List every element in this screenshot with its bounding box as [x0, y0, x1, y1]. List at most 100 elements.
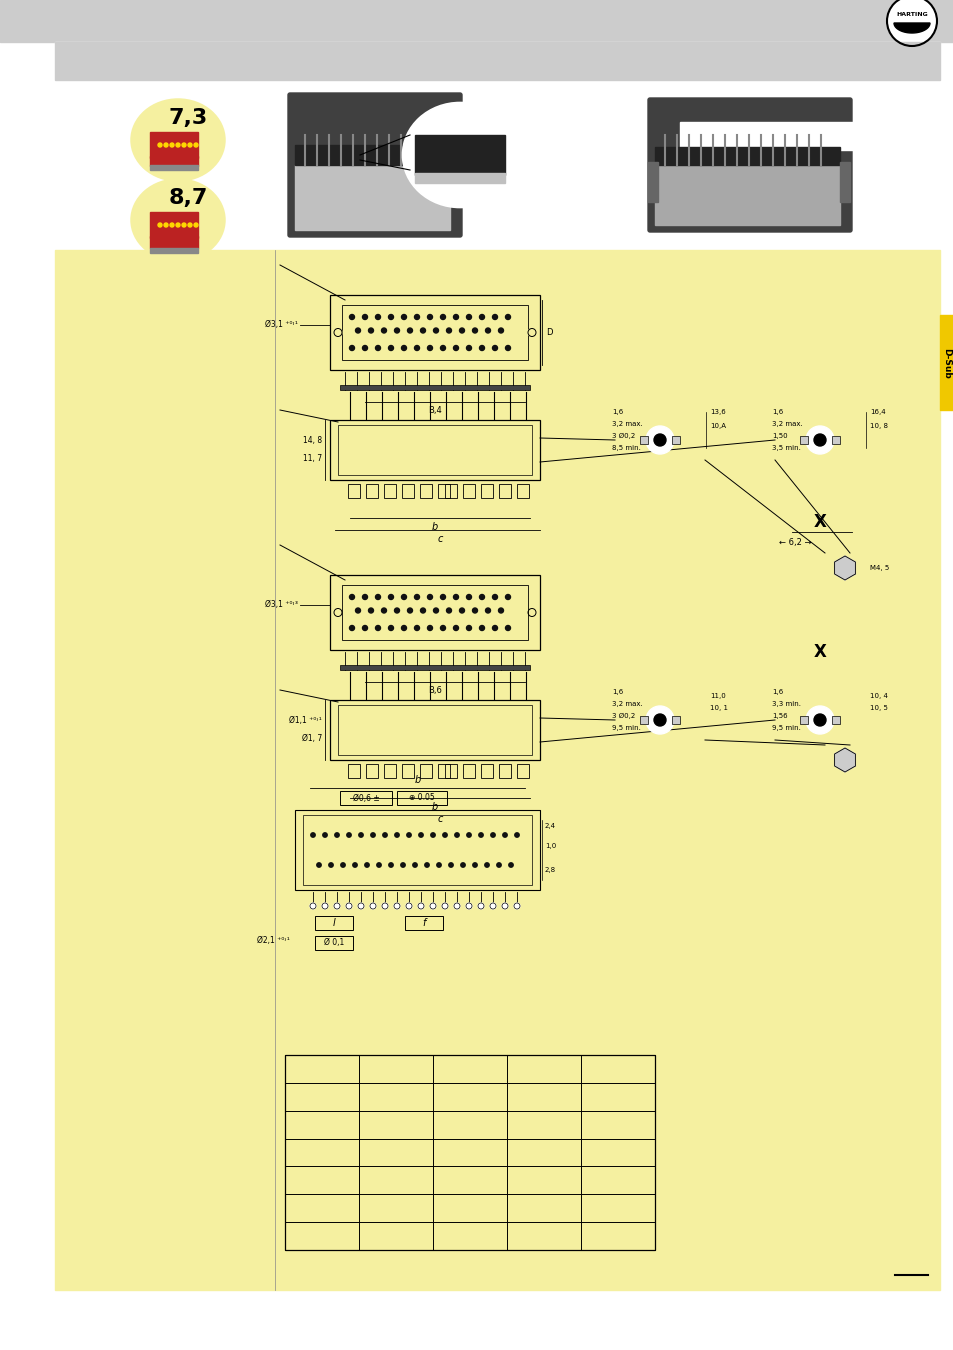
Circle shape: [376, 863, 381, 867]
Bar: [671, 716, 679, 724]
Text: D: D: [545, 328, 552, 338]
Circle shape: [508, 863, 513, 867]
Circle shape: [431, 833, 435, 837]
Text: X: X: [813, 513, 825, 531]
Ellipse shape: [132, 100, 224, 180]
Bar: [55, 42, 939, 250]
Circle shape: [440, 594, 445, 599]
Text: X: X: [813, 643, 825, 662]
Circle shape: [501, 903, 507, 909]
Ellipse shape: [615, 401, 704, 479]
Ellipse shape: [615, 680, 704, 759]
Circle shape: [420, 328, 425, 333]
Text: b: b: [432, 522, 437, 532]
Circle shape: [466, 346, 471, 351]
Bar: [330, 701, 539, 760]
Circle shape: [453, 315, 458, 320]
Circle shape: [193, 223, 198, 227]
Bar: [0, 0, 953, 42]
Ellipse shape: [132, 180, 224, 261]
Circle shape: [460, 863, 465, 867]
Text: 3,3 min.: 3,3 min.: [771, 701, 801, 707]
Circle shape: [164, 143, 168, 147]
Circle shape: [193, 143, 198, 147]
Text: 3 Ø0,2: 3 Ø0,2: [612, 433, 635, 439]
Circle shape: [479, 625, 484, 630]
Circle shape: [310, 903, 315, 909]
Bar: [314, 917, 353, 930]
Circle shape: [364, 863, 369, 867]
Circle shape: [346, 903, 352, 909]
Text: c: c: [436, 814, 442, 824]
Circle shape: [477, 903, 483, 909]
Circle shape: [654, 433, 665, 446]
Polygon shape: [893, 23, 929, 32]
Bar: [294, 810, 539, 890]
Circle shape: [381, 903, 388, 909]
Ellipse shape: [774, 401, 864, 479]
Circle shape: [370, 903, 375, 909]
Bar: [840, 162, 849, 202]
Circle shape: [362, 315, 367, 320]
Ellipse shape: [774, 680, 864, 759]
Circle shape: [182, 143, 186, 147]
Text: 10, 5: 10, 5: [869, 705, 887, 711]
Bar: [55, 250, 939, 1291]
Circle shape: [362, 594, 367, 599]
Bar: [437, 485, 450, 498]
Text: D-Sub: D-Sub: [942, 348, 950, 378]
Bar: [437, 764, 450, 778]
Text: 7,3: 7,3: [168, 108, 208, 128]
Bar: [330, 296, 539, 370]
Circle shape: [498, 328, 503, 333]
Text: B,4: B,4: [428, 406, 441, 414]
Circle shape: [440, 625, 445, 630]
Circle shape: [413, 863, 416, 867]
Circle shape: [349, 594, 355, 599]
Circle shape: [527, 328, 536, 336]
Circle shape: [472, 608, 477, 613]
Circle shape: [466, 594, 471, 599]
Bar: [480, 485, 493, 498]
Circle shape: [466, 625, 471, 630]
Circle shape: [492, 346, 497, 351]
Circle shape: [395, 833, 398, 837]
Bar: [800, 716, 807, 724]
Bar: [330, 420, 539, 481]
Bar: [150, 132, 198, 158]
Bar: [341, 305, 527, 360]
Circle shape: [362, 346, 367, 351]
Circle shape: [395, 608, 399, 613]
Bar: [647, 162, 658, 202]
Bar: [150, 157, 198, 166]
Circle shape: [427, 625, 432, 630]
Bar: [671, 436, 679, 444]
Text: Ø 0,1: Ø 0,1: [323, 938, 344, 948]
Bar: [655, 147, 840, 165]
Circle shape: [420, 608, 425, 613]
Text: 10,A: 10,A: [709, 423, 725, 429]
Circle shape: [805, 706, 833, 734]
Circle shape: [490, 903, 496, 909]
Bar: [415, 173, 504, 184]
Bar: [517, 485, 529, 498]
Text: 11, 7: 11, 7: [302, 455, 322, 463]
Text: b: b: [432, 802, 437, 811]
Circle shape: [505, 315, 510, 320]
Bar: [415, 135, 504, 176]
Bar: [150, 212, 198, 238]
Circle shape: [349, 625, 355, 630]
Text: 3,2 max.: 3,2 max.: [612, 701, 642, 707]
Bar: [401, 485, 414, 498]
Circle shape: [479, 315, 484, 320]
Circle shape: [170, 223, 173, 227]
Circle shape: [414, 625, 419, 630]
Circle shape: [358, 833, 363, 837]
Bar: [444, 764, 456, 778]
Text: 3,5 min.: 3,5 min.: [771, 446, 800, 451]
Circle shape: [440, 315, 445, 320]
Text: M4, 5: M4, 5: [869, 566, 888, 571]
Circle shape: [381, 608, 386, 613]
Circle shape: [446, 608, 451, 613]
Circle shape: [355, 608, 360, 613]
